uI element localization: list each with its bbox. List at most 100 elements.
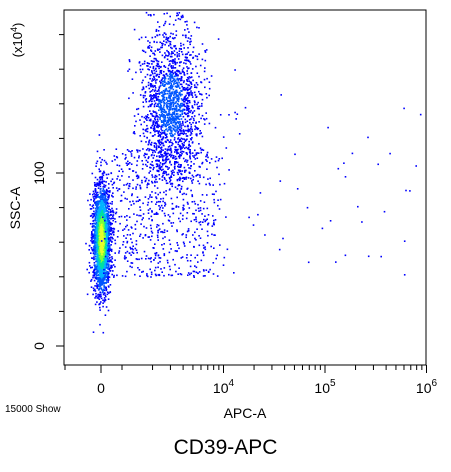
event-dot — [118, 250, 121, 252]
event-dot — [186, 66, 188, 68]
event-dot — [136, 108, 138, 111]
event-dot — [124, 246, 127, 248]
event-dot — [172, 124, 174, 127]
event-dot — [149, 74, 151, 77]
event-dot — [104, 218, 106, 221]
event-dot — [118, 164, 121, 167]
event-dot — [125, 162, 128, 164]
event-dot — [142, 79, 144, 82]
event-dot — [173, 78, 176, 81]
event-dot — [126, 182, 129, 185]
event-dot — [185, 159, 187, 161]
event-dot — [146, 184, 149, 186]
event-dot — [178, 124, 181, 127]
event-dot — [91, 216, 94, 219]
event-dot — [101, 219, 103, 221]
event-dot — [153, 213, 156, 215]
event-dot — [157, 213, 159, 215]
event-dot — [174, 149, 177, 152]
event-dot — [217, 159, 220, 162]
event-dot — [120, 215, 123, 218]
event-dot — [105, 220, 108, 223]
event-dot — [186, 20, 188, 23]
event-dot — [104, 229, 107, 231]
event-dot — [124, 154, 127, 156]
event-dot — [99, 281, 101, 283]
event-dot — [177, 134, 180, 137]
event-dot — [145, 130, 147, 132]
event-dot — [101, 178, 104, 180]
event-dot — [185, 234, 188, 236]
event-dot — [175, 140, 177, 143]
event-dot — [94, 267, 97, 269]
event-dot — [165, 96, 168, 99]
event-dot — [99, 232, 101, 235]
event-dot — [111, 222, 113, 225]
event-dot — [122, 170, 124, 173]
event-dot — [156, 226, 158, 228]
event-dot — [153, 69, 155, 72]
event-dot — [102, 289, 104, 292]
event-dot — [166, 148, 169, 151]
event-dot — [100, 270, 103, 272]
event-dot — [188, 100, 191, 102]
event-dot — [158, 274, 161, 277]
event-dot — [149, 41, 151, 44]
event-dot — [146, 186, 148, 189]
event-dot — [189, 138, 192, 140]
event-dot — [164, 22, 166, 25]
event-dot — [131, 241, 133, 244]
event-dot — [181, 138, 184, 140]
event-dot — [172, 117, 175, 120]
event-dot — [189, 41, 191, 43]
event-dot — [105, 206, 107, 209]
event-dot — [103, 282, 105, 285]
event-dot — [93, 233, 95, 236]
event-dot — [147, 161, 149, 163]
event-dot — [177, 84, 180, 87]
event-dot — [171, 51, 173, 53]
event-dot — [95, 295, 97, 298]
event-dot — [173, 60, 176, 63]
event-dot — [191, 96, 194, 98]
event-dot — [112, 187, 114, 189]
event-dot — [159, 168, 162, 170]
event-dot — [174, 61, 176, 64]
event-dot — [163, 243, 165, 245]
event-dot — [170, 150, 173, 152]
event-dot — [168, 125, 171, 128]
event-dot — [127, 163, 130, 165]
event-dot — [96, 274, 98, 277]
event-dot — [181, 132, 184, 135]
event-dot — [91, 238, 93, 240]
event-dot — [173, 120, 176, 123]
event-dot — [169, 96, 171, 99]
event-dot — [173, 94, 175, 96]
event-dot — [177, 169, 180, 171]
event-dot — [157, 254, 160, 256]
event-dot — [96, 223, 98, 226]
event-dot — [136, 220, 138, 223]
event-dot — [96, 202, 98, 205]
event-dot — [112, 270, 114, 272]
event-dot — [107, 237, 110, 239]
event-dot — [147, 65, 149, 67]
event-dot — [190, 189, 192, 192]
event-dot — [96, 301, 98, 303]
event-dot — [188, 167, 190, 169]
event-dot — [152, 86, 154, 88]
event-dot — [97, 293, 99, 296]
event-dot — [163, 77, 165, 79]
event-dot — [157, 120, 159, 122]
event-dot — [147, 47, 149, 49]
event-dot — [183, 141, 185, 144]
event-dot — [170, 99, 172, 101]
event-dot — [163, 176, 166, 179]
event-dot — [136, 251, 138, 254]
event-dot — [97, 297, 99, 299]
event-dot — [177, 173, 179, 176]
event-dot — [186, 53, 188, 55]
event-dot — [107, 275, 109, 278]
event-dot — [184, 53, 187, 56]
event-dot — [96, 261, 99, 264]
